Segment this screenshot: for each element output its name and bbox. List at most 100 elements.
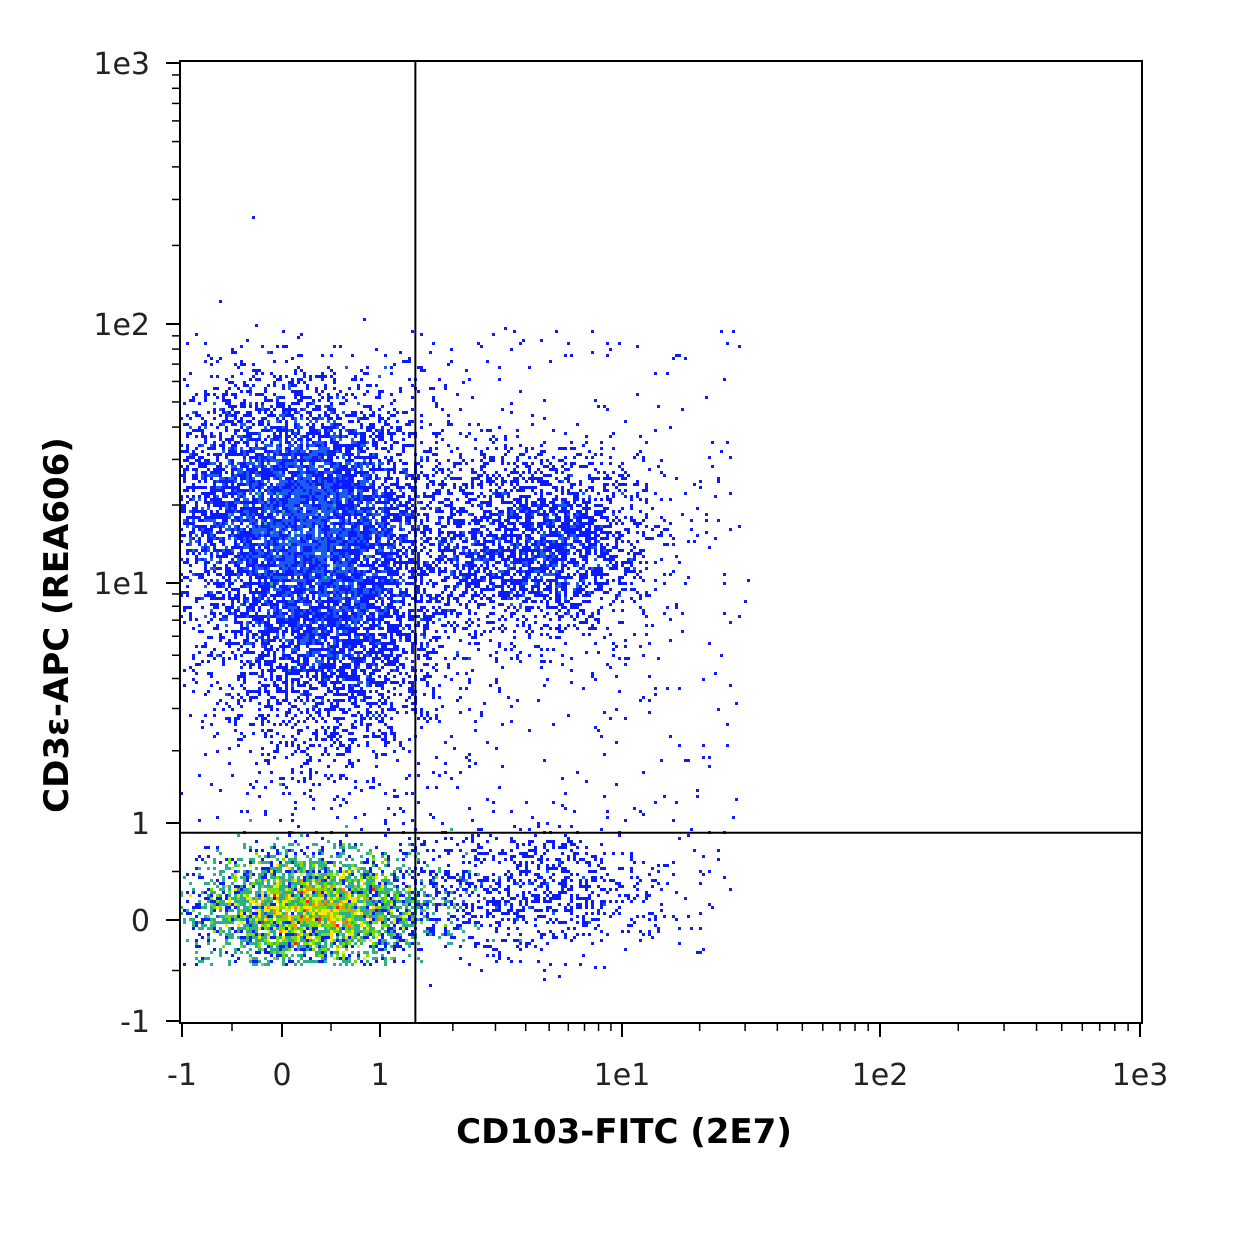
event-dot <box>345 510 348 513</box>
event-dot <box>345 870 348 873</box>
event-dot <box>441 597 444 600</box>
event-dot <box>276 885 279 888</box>
event-dot <box>195 555 198 558</box>
event-dot <box>243 477 246 480</box>
event-dot <box>279 900 282 903</box>
event-dot <box>330 939 333 942</box>
event-dot <box>312 480 315 483</box>
event-dot <box>339 528 342 531</box>
event-dot <box>282 552 285 555</box>
event-dot <box>294 426 297 429</box>
event-dot <box>276 543 279 546</box>
event-dot <box>285 885 288 888</box>
event-dot <box>309 519 312 522</box>
event-dot <box>357 510 360 513</box>
event-dot <box>189 564 192 567</box>
event-dot <box>234 960 237 963</box>
event-dot <box>348 483 351 486</box>
event-dot <box>384 945 387 948</box>
event-dot <box>360 462 363 465</box>
event-dot <box>354 897 357 900</box>
event-dot <box>369 870 372 873</box>
event-dot <box>378 465 381 468</box>
event-dot <box>183 477 186 480</box>
event-dot <box>330 426 333 429</box>
event-dot <box>378 486 381 489</box>
event-dot <box>366 861 369 864</box>
event-dot <box>327 468 330 471</box>
event-dot <box>297 861 300 864</box>
event-dot <box>363 672 366 675</box>
event-dot <box>309 462 312 465</box>
event-dot <box>237 561 240 564</box>
event-dot <box>258 447 261 450</box>
event-dot <box>264 627 267 630</box>
event-dot <box>282 948 285 951</box>
event-dot <box>222 879 225 882</box>
event-dot <box>324 468 327 471</box>
event-dot <box>309 543 312 546</box>
event-dot <box>267 633 270 636</box>
event-dot <box>207 894 210 897</box>
event-dot <box>333 882 336 885</box>
event-dot <box>315 897 318 900</box>
event-dot <box>219 930 222 933</box>
event-dot <box>351 585 354 588</box>
event-dot <box>540 552 543 555</box>
event-dot <box>327 489 330 492</box>
event-dot <box>372 513 375 516</box>
event-dot <box>318 915 321 918</box>
event-dot <box>372 423 375 426</box>
event-dot <box>306 882 309 885</box>
event-dot <box>207 453 210 456</box>
event-dot <box>324 513 327 516</box>
event-dot <box>288 441 291 444</box>
event-dot <box>252 462 255 465</box>
event-dot <box>291 930 294 933</box>
event-dot <box>303 453 306 456</box>
event-dot <box>186 543 189 546</box>
event-dot <box>249 903 252 906</box>
event-dot <box>327 483 330 486</box>
event-dot <box>378 417 381 420</box>
event-dot <box>342 486 345 489</box>
event-dot <box>183 459 186 462</box>
event-dot <box>327 579 330 582</box>
event-dot <box>291 612 294 615</box>
event-dot <box>369 429 372 432</box>
event-dot <box>315 495 318 498</box>
event-dot <box>375 468 378 471</box>
event-dot <box>300 579 303 582</box>
event-dot <box>381 891 384 894</box>
event-dot <box>333 846 336 849</box>
event-dot <box>384 876 387 879</box>
event-dot <box>195 600 198 603</box>
event-dot <box>198 873 201 876</box>
event-dot <box>237 573 240 576</box>
event-dot <box>282 879 285 882</box>
event-dot <box>315 933 318 936</box>
event-dot <box>327 873 330 876</box>
event-dot <box>309 870 312 873</box>
event-dot <box>270 555 273 558</box>
event-dot <box>387 573 390 576</box>
event-dot <box>315 459 318 462</box>
event-dot <box>435 489 438 492</box>
event-dot <box>279 909 282 912</box>
event-dot <box>462 939 465 942</box>
event-dot <box>300 549 303 552</box>
event-dot <box>519 960 522 963</box>
event-dot <box>381 939 384 942</box>
event-dot <box>210 903 213 906</box>
event-dot <box>267 543 270 546</box>
event-dot <box>429 549 432 552</box>
event-dot <box>252 483 255 486</box>
event-dot <box>291 897 294 900</box>
event-dot <box>384 570 387 573</box>
event-dot <box>243 843 246 846</box>
event-dot <box>273 891 276 894</box>
event-dot <box>222 882 225 885</box>
event-dot <box>219 894 222 897</box>
event-dot <box>198 456 201 459</box>
event-dot <box>207 459 210 462</box>
